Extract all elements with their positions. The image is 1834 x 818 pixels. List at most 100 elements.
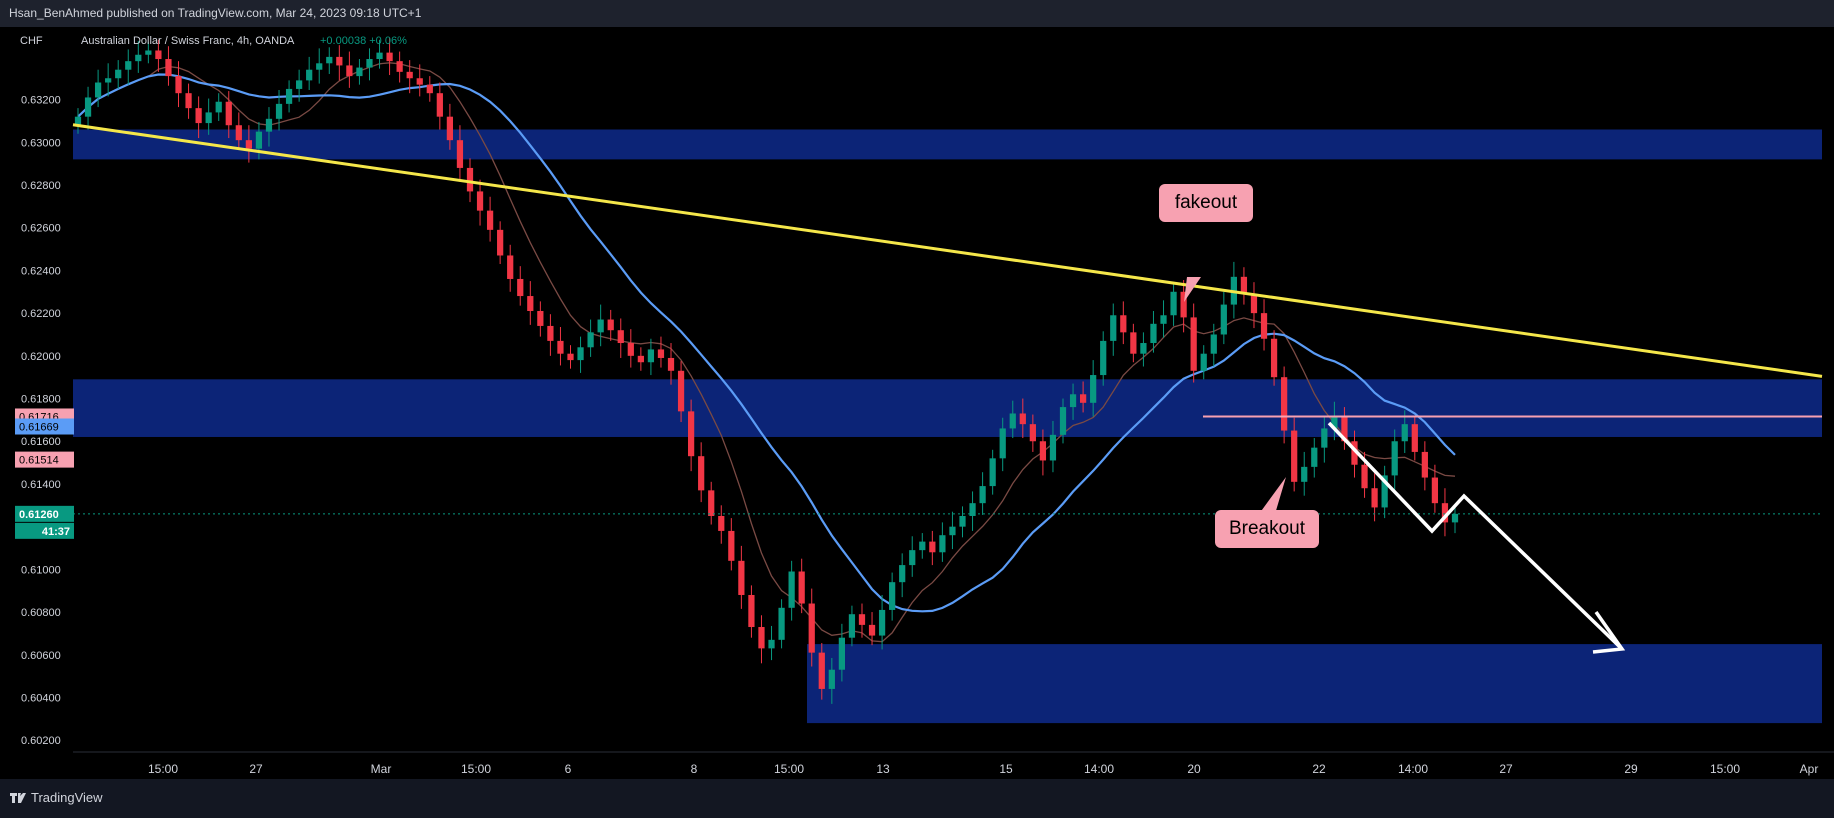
tradingview-logo[interactable]: TradingView (10, 790, 103, 805)
candle-body (547, 325, 554, 341)
candle-body (1190, 317, 1197, 371)
candle-body (1431, 477, 1439, 504)
candle-body (1150, 323, 1157, 344)
currency-label: CHF (20, 35, 43, 47)
candle-body (878, 609, 886, 636)
candle-body (94, 82, 102, 98)
ma-fast-line (77, 73, 1456, 613)
chart-panel[interactable]: 0.63200 0.63000 0.62800 0.62600 0.62400 0.622… (0, 27, 1834, 779)
candle-body (828, 669, 835, 689)
y-tick-label: 0.62800 (21, 180, 61, 192)
price-label-box (15, 505, 74, 522)
candle-body (1210, 334, 1217, 354)
brand-label: TradingView (31, 790, 103, 805)
price-change: +0.00038 +0.06% (320, 35, 407, 47)
candle-body (476, 191, 484, 211)
x-tick-label: 29 (1624, 762, 1638, 776)
candle-body (1240, 276, 1248, 294)
x-tick-label: 15:00 (1710, 762, 1740, 776)
candle-body (567, 353, 574, 361)
candle-body (1270, 338, 1278, 378)
candle-body (346, 65, 353, 77)
candle-body (386, 52, 393, 62)
candle-body (1451, 513, 1459, 523)
candle-body (466, 167, 474, 192)
y-tick-label: 0.60600 (21, 650, 61, 662)
candlestick-chart[interactable]: 0.63200 0.63000 0.62800 0.62600 0.62400 0.622… (0, 27, 1834, 779)
y-tick-label: 0.60200 (21, 735, 61, 747)
zones-layer (73, 129, 1822, 724)
candle-body (225, 101, 232, 126)
x-tick-label: 15 (999, 762, 1013, 776)
support-resistance-zone (73, 129, 1822, 160)
candle-body (1120, 315, 1127, 333)
candle-body (989, 458, 996, 487)
candle-body (1049, 434, 1057, 461)
projection-arrow (1327, 421, 1624, 651)
candle-body (426, 84, 433, 94)
candle-body (537, 310, 544, 326)
candle-body (929, 541, 936, 553)
x-tick-label: 6 (565, 762, 572, 776)
price-axis: 0.63200 0.63000 0.62800 0.62600 0.62400 0.622… (21, 95, 61, 748)
candle-body (1381, 475, 1388, 508)
candle-body (255, 131, 263, 149)
candle-body (838, 637, 845, 670)
publish-header: Hsan_BenAhmed published on TradingView.c… (0, 0, 1834, 27)
x-tick-label: 27 (1499, 762, 1513, 776)
candle-body (577, 347, 584, 361)
price-label: 0.61669 (15, 418, 74, 435)
candle-body (1341, 415, 1348, 442)
candle-body (456, 140, 464, 168)
candle-body (768, 639, 775, 649)
candle-body (84, 97, 92, 117)
price-label: 0.61514 (15, 451, 74, 468)
candle-body (416, 78, 423, 85)
candle-body (1059, 407, 1067, 435)
candle-body (486, 210, 494, 230)
candle-body (698, 456, 705, 491)
candle-body (1160, 315, 1167, 324)
callout-pointer (1259, 477, 1286, 514)
candle-body (1029, 424, 1036, 442)
candle-body (1301, 466, 1308, 482)
candle-body (1331, 415, 1338, 429)
candle-body (909, 550, 916, 566)
candle-body (285, 88, 293, 104)
candle-body (1130, 332, 1137, 354)
candle-body (406, 71, 413, 79)
y-tick-label: 0.61400 (21, 479, 61, 491)
candle-body (688, 411, 695, 457)
support-resistance-zone (807, 644, 1822, 724)
candle-body (718, 515, 725, 531)
annotations-layer: fakeout Breakout (1159, 184, 1319, 548)
candle-body (396, 61, 403, 72)
candle-body (758, 627, 765, 649)
candle-body (597, 319, 604, 333)
candle-body (788, 571, 795, 608)
candle-body (1079, 394, 1087, 403)
candle-body (195, 108, 202, 124)
candle-body (657, 349, 665, 358)
candle-body (235, 125, 242, 141)
candle-body (607, 319, 614, 331)
candle-body (366, 59, 373, 68)
candle-body (617, 330, 624, 344)
candle-body (647, 349, 655, 363)
x-tick-label: 15:00 (148, 762, 178, 776)
time-axis: 15:00 27 Mar 15:00 6 8 15:00 13 15 14:00 20 22 14:00… (73, 751, 1834, 776)
candle-body (1180, 291, 1187, 318)
candle-body (1069, 394, 1077, 408)
candle-body (245, 140, 252, 149)
candle-body (155, 50, 162, 60)
price-label-text: 0.61514 (19, 455, 59, 467)
y-tick-label: 0.62000 (21, 351, 61, 363)
candle-body (949, 526, 956, 536)
candle-body (115, 69, 122, 79)
tradingview-logo-icon (10, 792, 26, 803)
candle-body (848, 614, 856, 638)
candle-body (969, 503, 976, 516)
candle-body (728, 530, 735, 561)
x-tick-label: 8 (691, 762, 698, 776)
candle-body (336, 56, 343, 66)
